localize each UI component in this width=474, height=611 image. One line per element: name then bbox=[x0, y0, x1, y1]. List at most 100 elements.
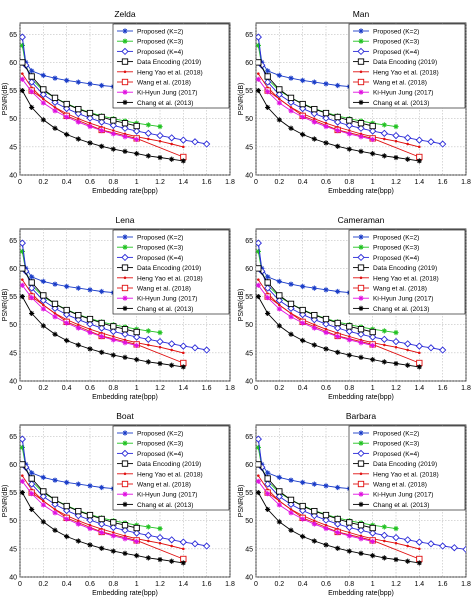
legend-label: Proposed (K=3) bbox=[137, 245, 183, 252]
x-tick-label: 1.8 bbox=[461, 179, 471, 186]
data-point bbox=[29, 274, 35, 280]
y-tick-label: 55 bbox=[245, 490, 253, 497]
data-point bbox=[394, 541, 398, 545]
data-point bbox=[358, 134, 364, 140]
data-point bbox=[75, 311, 82, 319]
data-point bbox=[28, 475, 35, 482]
y-tick-label: 60 bbox=[9, 60, 17, 67]
legend-item: Proposed (K=3) bbox=[353, 244, 419, 252]
legend: Proposed (K=2) Proposed (K=3) Proposed (K=… bbox=[112, 425, 230, 511]
x-tick-label: 0 bbox=[18, 179, 22, 186]
legend-item: Proposed (K=2) bbox=[117, 28, 183, 36]
data-point bbox=[275, 90, 283, 99]
x-tick-label: 0 bbox=[18, 581, 22, 588]
data-point bbox=[276, 72, 282, 78]
data-point bbox=[265, 274, 271, 280]
data-point bbox=[20, 59, 26, 66]
series-line bbox=[21, 37, 114, 88]
data-point bbox=[265, 89, 271, 95]
data-point bbox=[20, 87, 25, 94]
x-tick-label: 0.6 bbox=[321, 581, 331, 588]
data-point bbox=[86, 320, 94, 328]
data-point bbox=[156, 337, 164, 346]
x-tick-label: 1.4 bbox=[414, 581, 424, 588]
data-point bbox=[20, 265, 26, 272]
data-point bbox=[121, 526, 129, 534]
chart-title: Barbara bbox=[346, 411, 377, 421]
legend-label: Proposed (K=2) bbox=[373, 29, 419, 36]
legend-label: Data Encoding (2019) bbox=[137, 265, 201, 272]
legend-label: Wang et al. (2018) bbox=[137, 482, 191, 489]
data-point bbox=[157, 556, 163, 563]
series-chang-et-al-2013 bbox=[20, 293, 186, 370]
data-point bbox=[145, 153, 151, 159]
legend-box bbox=[348, 23, 466, 109]
data-point bbox=[335, 127, 341, 134]
x-tick-label: 1.8 bbox=[225, 385, 235, 392]
data-point bbox=[358, 340, 364, 346]
x-axis-label: Embedding rate(bpp) bbox=[92, 590, 158, 597]
legend-label: Ki-Hyun Jung (2017) bbox=[137, 492, 197, 499]
data-point bbox=[181, 351, 185, 355]
data-point bbox=[311, 79, 317, 85]
data-point bbox=[99, 288, 105, 295]
data-point bbox=[311, 285, 317, 291]
legend-marker bbox=[358, 234, 364, 240]
data-point bbox=[64, 337, 70, 344]
data-point bbox=[98, 118, 106, 126]
legend-marker bbox=[358, 491, 364, 497]
legend-marker bbox=[122, 99, 128, 105]
data-point bbox=[256, 87, 261, 94]
data-point bbox=[88, 327, 92, 331]
legend-label: Chang et al. (2013) bbox=[137, 502, 193, 509]
chart-panel-lena: Lena 0 0.2 0.4 0.6 0.8 1 1.2 1.4 1.6 1.8 40 45 50 55 60… bbox=[2, 215, 235, 401]
data-point bbox=[380, 335, 388, 343]
data-point bbox=[87, 140, 93, 146]
data-point bbox=[157, 525, 163, 532]
legend-label: Proposed (K=2) bbox=[137, 431, 183, 438]
data-point bbox=[300, 337, 306, 344]
data-point bbox=[64, 77, 70, 84]
legend-item: Heng Yao et al. (2018) bbox=[353, 471, 439, 478]
legend-item: Chang et al. (2013) bbox=[117, 305, 193, 313]
data-point bbox=[40, 100, 46, 106]
legend-marker bbox=[121, 78, 129, 86]
data-point bbox=[109, 523, 117, 532]
data-point bbox=[256, 278, 260, 282]
x-tick-label: 1.2 bbox=[391, 385, 401, 392]
legend: Proposed (K=2) Proposed (K=3) Proposed (K=… bbox=[112, 229, 230, 315]
data-point bbox=[347, 531, 351, 534]
x-tick-label: 0.2 bbox=[274, 179, 284, 186]
data-point bbox=[358, 550, 364, 556]
data-point bbox=[40, 519, 46, 525]
x-tick-label: 1.4 bbox=[178, 179, 188, 186]
y-tick-label: 50 bbox=[245, 322, 253, 329]
y-tick-label: 40 bbox=[245, 379, 253, 386]
legend-label: Proposed (K=4) bbox=[137, 49, 183, 56]
data-point bbox=[256, 282, 261, 288]
data-point bbox=[20, 76, 25, 82]
data-point bbox=[145, 328, 151, 334]
data-point bbox=[52, 108, 58, 114]
data-point bbox=[122, 354, 128, 360]
data-point bbox=[169, 362, 175, 368]
legend-box bbox=[112, 23, 230, 109]
data-point bbox=[110, 117, 117, 124]
data-point bbox=[109, 121, 117, 130]
x-tick-label: 0 bbox=[254, 179, 258, 186]
data-point bbox=[287, 94, 295, 102]
y-tick-label: 65 bbox=[245, 238, 253, 245]
x-tick-label: 0.6 bbox=[321, 385, 331, 392]
legend-label: Ki-Hyun Jung (2017) bbox=[137, 296, 197, 303]
data-point bbox=[370, 151, 376, 157]
data-point bbox=[75, 285, 81, 291]
data-point bbox=[439, 542, 447, 550]
legend-item: Ki-Hyun Jung (2017) bbox=[117, 491, 197, 499]
y-tick-label: 60 bbox=[9, 462, 17, 469]
legend-item: Ki-Hyun Jung (2017) bbox=[117, 295, 197, 303]
legend-item: Data Encoding (2019) bbox=[353, 460, 437, 468]
data-point bbox=[75, 342, 81, 348]
data-point bbox=[288, 75, 294, 81]
data-point bbox=[334, 324, 342, 332]
y-tick-label: 45 bbox=[245, 350, 253, 357]
